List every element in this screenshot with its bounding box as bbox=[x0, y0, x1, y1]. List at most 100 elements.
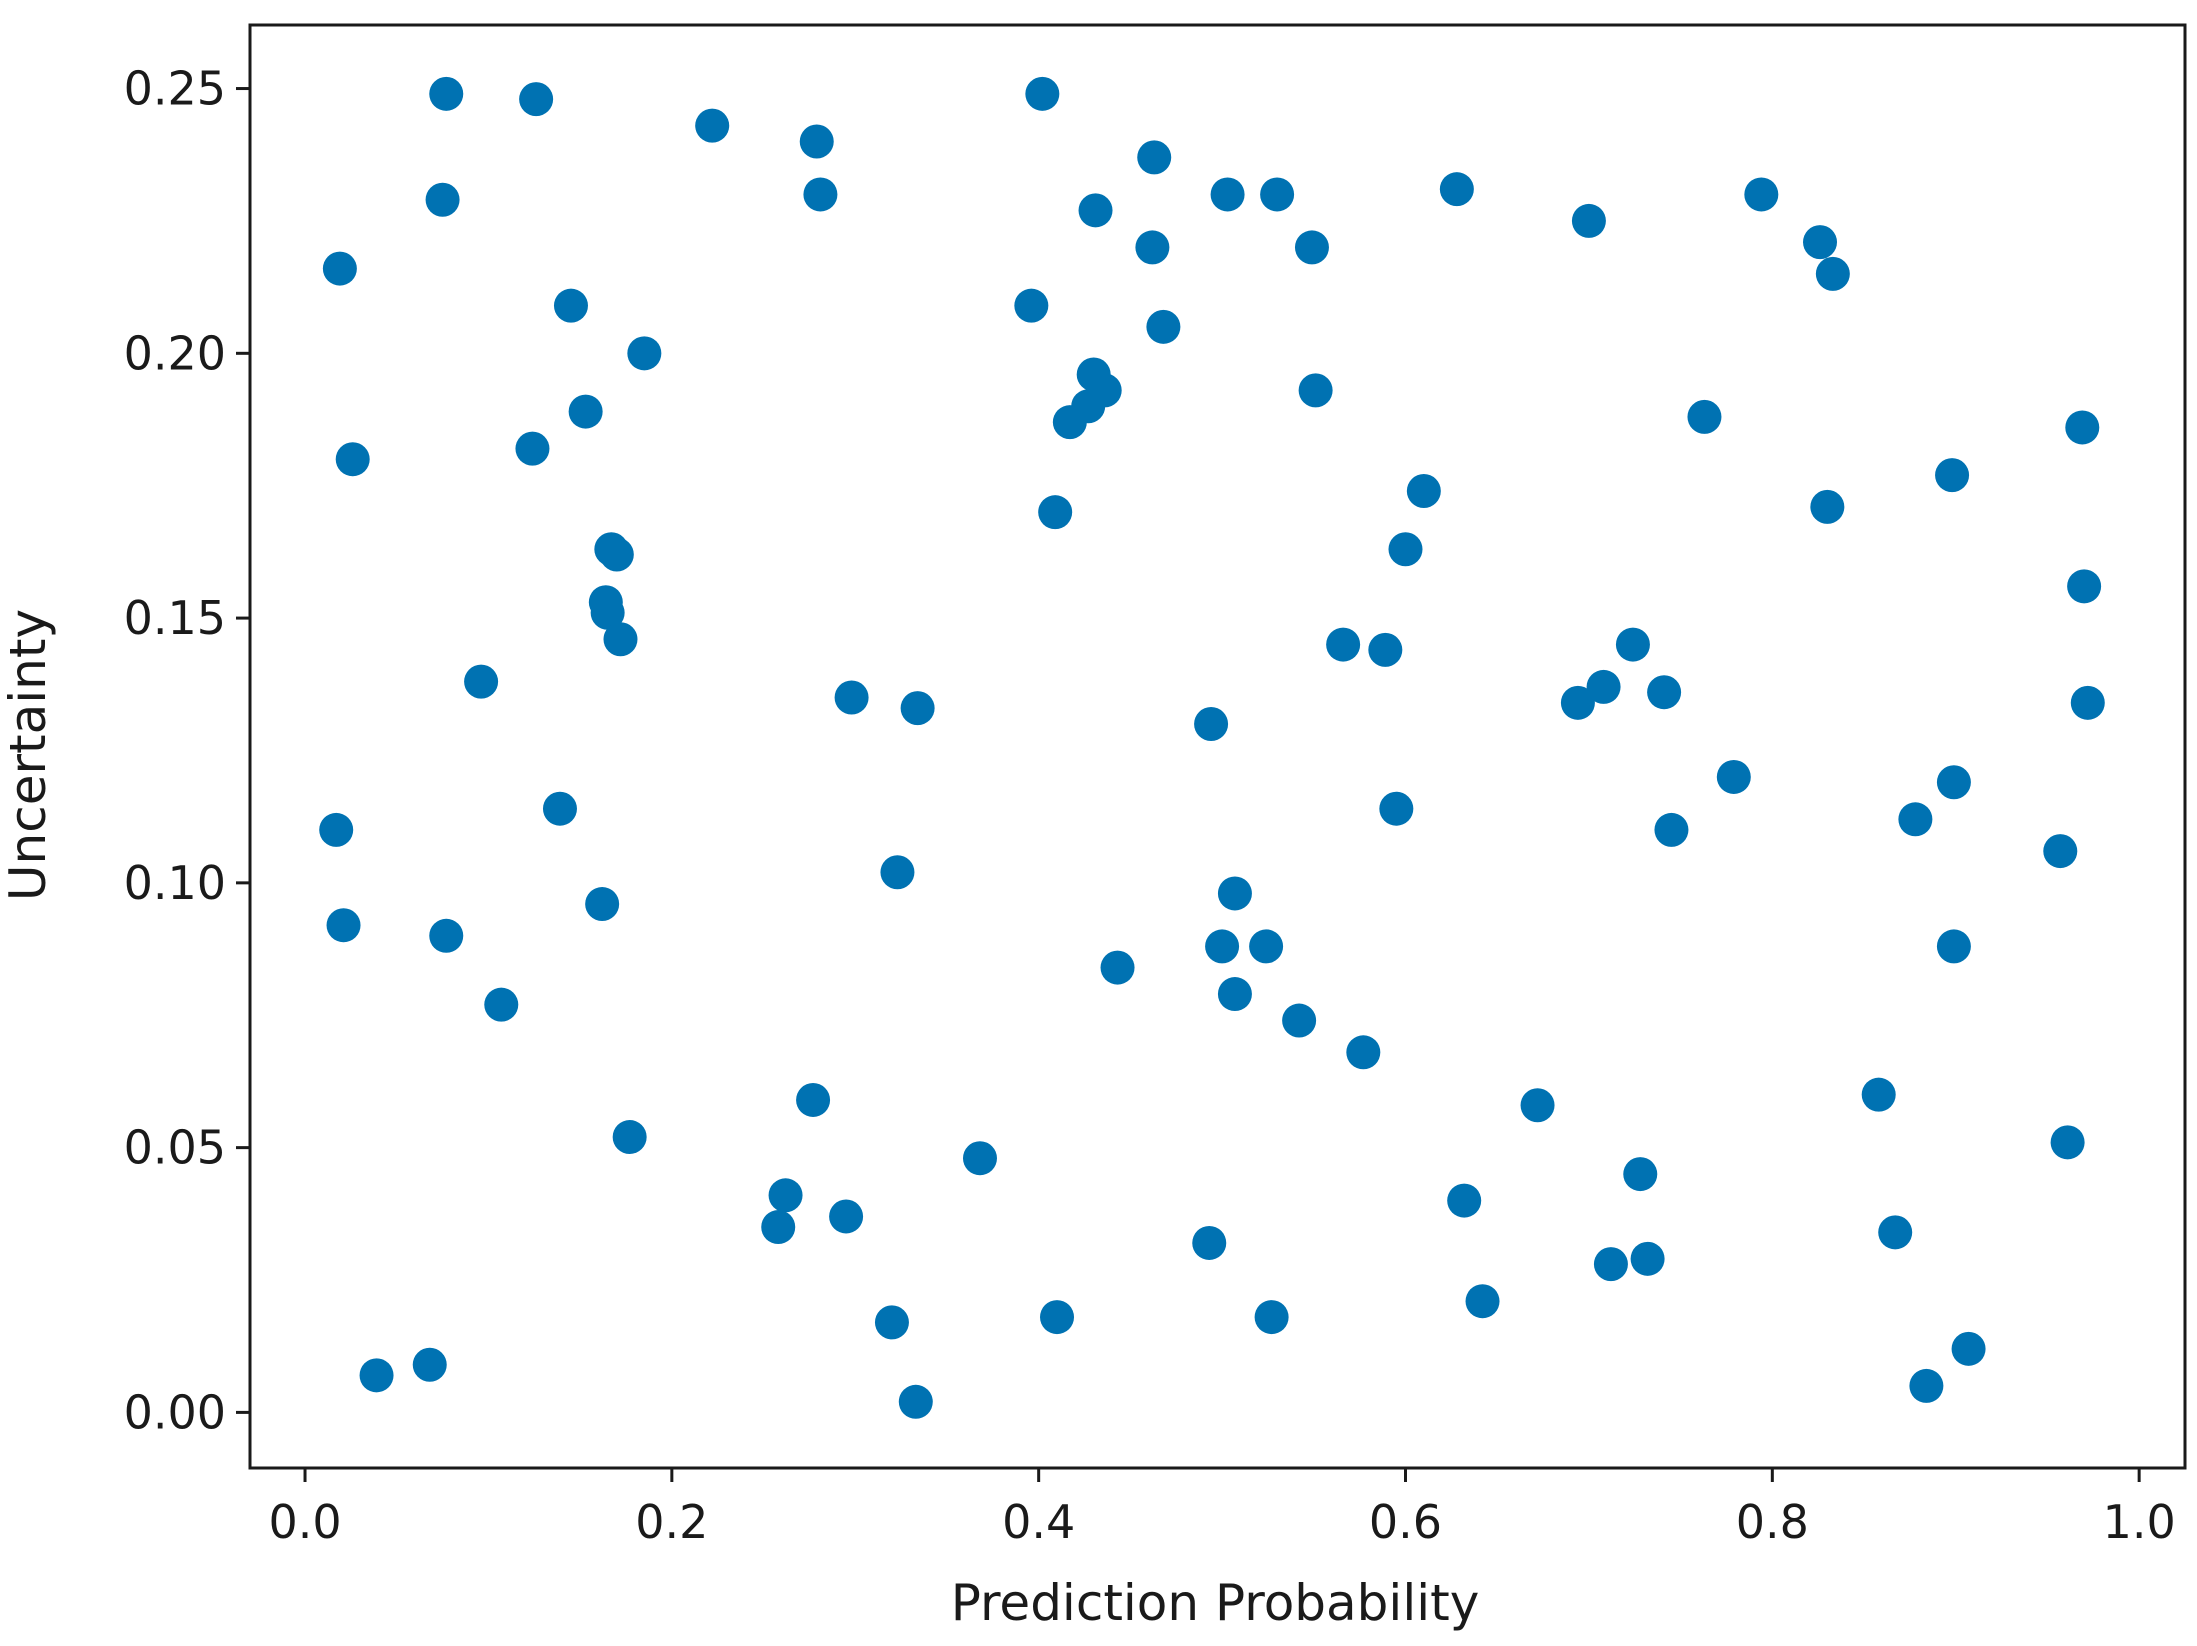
scatter-point bbox=[359, 1358, 394, 1393]
scatter-point bbox=[1936, 765, 1971, 800]
scatter-point bbox=[515, 431, 550, 466]
scatter-point bbox=[2065, 410, 2100, 445]
scatter-point bbox=[429, 76, 464, 111]
scatter-points bbox=[319, 76, 2105, 1419]
scatter-point bbox=[880, 855, 915, 890]
scatter-point bbox=[799, 124, 834, 159]
scatter-point bbox=[519, 82, 554, 117]
scatter-point bbox=[590, 595, 625, 630]
y-axis-ticks: 0.00 0.05 0.10 0.15 0.20 0.25 bbox=[124, 62, 250, 1439]
scatter-point bbox=[2070, 685, 2105, 720]
scatter-point bbox=[326, 908, 361, 943]
scatter-point bbox=[803, 177, 838, 212]
scatter-point bbox=[1388, 532, 1423, 567]
scatter-point bbox=[834, 680, 869, 715]
scatter-point bbox=[1146, 309, 1181, 344]
scatter-point bbox=[1586, 669, 1621, 704]
scatter-point bbox=[1217, 977, 1252, 1012]
y-tick-label: 0.15 bbox=[124, 591, 226, 645]
scatter-point bbox=[429, 918, 464, 953]
scatter-point bbox=[1194, 706, 1229, 741]
scatter-point bbox=[1623, 1157, 1658, 1192]
scatter-point bbox=[1326, 627, 1361, 662]
scatter-point bbox=[829, 1199, 864, 1234]
scatter-point bbox=[1878, 1215, 1913, 1250]
y-tick-label: 0.20 bbox=[124, 326, 226, 380]
scatter-point bbox=[1298, 373, 1333, 408]
scatter-point bbox=[1078, 193, 1113, 228]
y-axis-label: Uncertainty bbox=[0, 609, 57, 901]
scatter-point bbox=[2043, 834, 2078, 869]
scatter-point bbox=[322, 251, 357, 286]
scatter-point bbox=[1630, 1241, 1665, 1276]
scatter-point bbox=[1815, 256, 1850, 291]
x-tick-label: 1.0 bbox=[2103, 1495, 2176, 1549]
scatter-point bbox=[603, 622, 638, 657]
scatter-point bbox=[1593, 1247, 1628, 1282]
scatter-point bbox=[1205, 929, 1240, 964]
plot-frame bbox=[248, 23, 2187, 1470]
scatter-point bbox=[1137, 140, 1172, 175]
scatter-point bbox=[1368, 632, 1403, 667]
y-tick-label: 0.05 bbox=[124, 1121, 226, 1175]
scatter-point bbox=[1560, 685, 1595, 720]
scatter-point bbox=[1249, 929, 1284, 964]
scatter-point bbox=[1346, 1035, 1381, 1070]
scatter-point bbox=[319, 812, 354, 847]
scatter-point bbox=[1294, 230, 1329, 265]
scatter-point bbox=[2050, 1125, 2085, 1160]
scatter-point bbox=[1406, 473, 1441, 508]
scatter-point bbox=[1282, 1003, 1317, 1038]
scatter-point bbox=[1052, 405, 1087, 440]
y-tick-label: 0.25 bbox=[124, 62, 226, 116]
scatter-point bbox=[568, 394, 603, 429]
scatter-point bbox=[1951, 1331, 1986, 1366]
x-tick-label: 0.8 bbox=[1736, 1495, 1809, 1549]
scatter-point bbox=[1909, 1368, 1944, 1403]
scatter-point bbox=[768, 1178, 803, 1213]
scatter-point bbox=[627, 336, 662, 371]
scatter-point bbox=[1260, 177, 1295, 212]
scatter-point bbox=[1217, 876, 1252, 911]
scatter-point bbox=[1040, 1300, 1075, 1335]
x-axis-label: Prediction Probability bbox=[951, 1574, 1480, 1632]
y-tick-label: 0.10 bbox=[124, 856, 226, 910]
scatter-point bbox=[464, 664, 499, 699]
scatter-point bbox=[599, 537, 634, 572]
scatter-point bbox=[412, 1347, 447, 1382]
scatter-point bbox=[1439, 172, 1474, 207]
scatter-point bbox=[1100, 950, 1135, 985]
scatter-point bbox=[1861, 1077, 1896, 1112]
scatter-point bbox=[1210, 177, 1245, 212]
scatter-point bbox=[1571, 203, 1606, 238]
scatter-point bbox=[695, 108, 730, 143]
scatter-point bbox=[874, 1305, 909, 1340]
scatter-point bbox=[796, 1082, 831, 1117]
y-axis-label-group: Uncertainty bbox=[0, 609, 57, 901]
scatter-point bbox=[553, 288, 588, 323]
scatter-point bbox=[1038, 495, 1073, 530]
y-tick-label: 0.00 bbox=[124, 1385, 226, 1439]
scatter-point bbox=[962, 1141, 997, 1176]
x-tick-label: 0.4 bbox=[1002, 1495, 1075, 1549]
scatter-point bbox=[1716, 759, 1751, 794]
scatter-point bbox=[1379, 791, 1414, 826]
scatter-point bbox=[1898, 802, 1933, 837]
scatter-point bbox=[1654, 812, 1689, 847]
x-tick-label: 0.0 bbox=[268, 1495, 341, 1549]
scatter-point bbox=[1520, 1088, 1555, 1123]
scatter-point bbox=[1025, 76, 1060, 111]
scatter-point bbox=[898, 1384, 933, 1419]
scatter-point bbox=[585, 887, 620, 922]
scatter-point bbox=[1135, 230, 1170, 265]
scatter-point bbox=[542, 791, 577, 826]
scatter-point bbox=[1014, 288, 1049, 323]
x-axis-ticks: 0.0 0.2 0.4 0.6 0.8 1.0 bbox=[268, 1468, 2176, 1549]
scatter-point bbox=[1254, 1300, 1289, 1335]
scatter-point bbox=[900, 691, 935, 726]
scatter-point bbox=[1810, 489, 1845, 524]
scatter-point bbox=[425, 182, 460, 217]
scatter-point bbox=[1192, 1225, 1227, 1260]
scatter-point bbox=[1936, 929, 1971, 964]
